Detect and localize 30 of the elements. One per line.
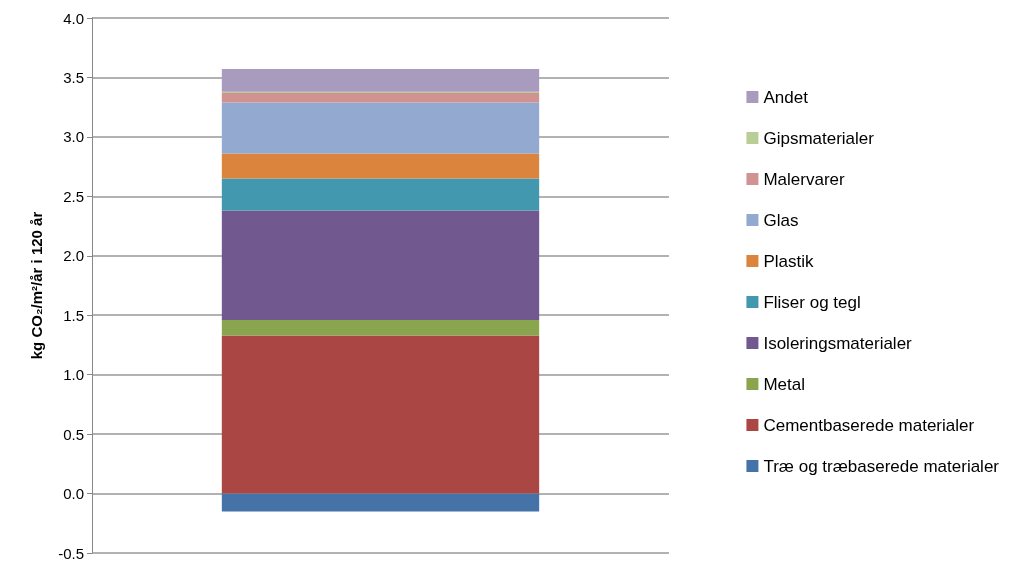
bar	[221, 102, 540, 154]
legend-label: Cementbaserede materialer	[763, 415, 975, 435]
legend-label: Andet	[763, 87, 809, 107]
bar	[221, 153, 540, 179]
y-tick-label: 0.5	[63, 425, 84, 443]
y-tick-label: 1.5	[63, 306, 84, 324]
legend-label: Isoleringsmaterialer	[763, 333, 913, 353]
bar	[221, 69, 540, 92]
legend-label: Fliser og tegl	[763, 292, 861, 312]
y-tick-label: 2.0	[63, 247, 84, 265]
legend-label: Malervarer	[763, 169, 845, 189]
bar	[221, 92, 540, 103]
legend-label: Metal	[763, 374, 805, 394]
y-tick-label: 1.0	[63, 366, 84, 384]
y-tick-label: 2.5	[63, 187, 84, 205]
bar	[221, 210, 540, 320]
y-tick-label: 0.0	[63, 485, 84, 503]
legend-label: Glas	[763, 210, 799, 230]
y-tick-label: -0.5	[58, 544, 84, 562]
bar	[221, 493, 540, 512]
legend-label: Plastik	[763, 251, 814, 271]
y-tick-label: 4.0	[63, 9, 84, 27]
bar	[221, 335, 540, 494]
bar	[221, 319, 540, 336]
legend-label: Træ og træbaserede materialer	[763, 456, 1000, 476]
y-axis-title: kg CO₂/m²/år i 120 år	[28, 211, 45, 360]
y-tick-label: 3.0	[63, 128, 84, 146]
bar	[221, 178, 540, 211]
y-tick-label: 3.5	[63, 68, 84, 86]
legend-label: Gipsmaterialer	[763, 128, 875, 148]
